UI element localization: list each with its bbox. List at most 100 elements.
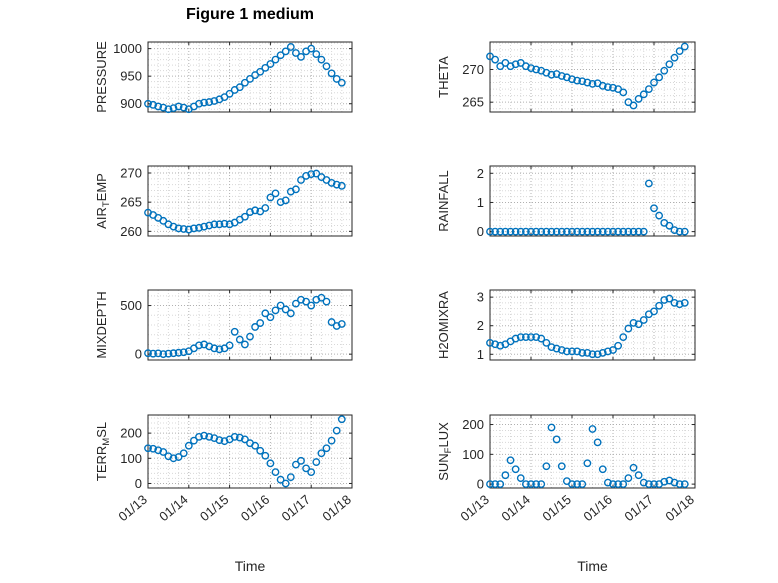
- data-point: [527, 227, 535, 236]
- data-point: [619, 227, 628, 236]
- subplot-pressure: 900 950 1000 PRESSURE: [94, 41, 353, 114]
- svg-text:270: 270: [120, 166, 142, 181]
- data-point: [486, 338, 494, 347]
- data-point: [291, 299, 300, 308]
- data-point: [527, 64, 535, 73]
- data-point: [639, 90, 648, 99]
- data-point: [251, 441, 260, 450]
- data-point: [200, 222, 209, 231]
- data-point: [337, 320, 346, 328]
- data-point: [624, 474, 633, 483]
- data-point: [603, 347, 612, 356]
- data-point: [179, 348, 188, 357]
- data-point: [200, 431, 209, 440]
- data-point: [588, 350, 597, 359]
- x-axis-label: Time: [577, 558, 608, 574]
- y-tick-labels: 260 265 270: [120, 166, 142, 239]
- y-tick-labels: 1 2 3: [477, 290, 484, 362]
- data-point: [655, 301, 664, 310]
- data-point: [593, 227, 602, 236]
- data-point: [225, 341, 234, 350]
- data-point: [680, 227, 689, 236]
- data-point: [619, 480, 628, 489]
- data-point: [609, 83, 617, 92]
- data-point: [557, 72, 566, 80]
- y-axis-label: TERRMSL: [94, 422, 112, 481]
- data-point: [670, 226, 679, 235]
- data-point: [240, 340, 249, 349]
- data-point: [246, 208, 254, 216]
- svg-text:1: 1: [477, 195, 484, 210]
- data-point: [195, 341, 203, 350]
- data-point: [240, 435, 249, 444]
- data-point: [215, 345, 224, 354]
- data-point: [634, 471, 643, 480]
- data-point: [573, 480, 582, 489]
- subplot-mixdepth: 0 500 MIXDEPTH: [94, 289, 353, 362]
- subplot-air-temp: 260 265 270 AIRTEMP: [94, 165, 353, 239]
- svg-text:900: 900: [120, 96, 142, 111]
- data-point: [511, 465, 520, 474]
- minor-grid: [490, 290, 695, 361]
- data-point: [562, 227, 571, 236]
- y-axis-label: RAINFALL: [436, 170, 451, 231]
- tick-marks: [147, 166, 353, 236]
- major-grid: [147, 42, 353, 112]
- data-point: [578, 227, 587, 236]
- data-point: [542, 462, 551, 471]
- svg-text:950: 950: [120, 69, 142, 84]
- minor-grid: [148, 290, 352, 360]
- data-point: [271, 468, 280, 477]
- subplot-sun-flux: 0 100 200 01/13 01/14 01/15 01/16 01/17 01/18 Tim…: [436, 414, 697, 574]
- svg-text:2: 2: [477, 166, 484, 181]
- data-point: [220, 219, 229, 228]
- data-point: [189, 224, 198, 233]
- data-point: [521, 227, 530, 236]
- data-point: [573, 347, 582, 356]
- data-point: [593, 350, 602, 359]
- data-point: [491, 340, 500, 349]
- data-point: [532, 333, 541, 342]
- data-point: [312, 458, 321, 466]
- data-point: [195, 433, 203, 441]
- data-point: [281, 479, 290, 488]
- data-point: [562, 347, 571, 356]
- data-point: [486, 480, 494, 489]
- data-point: [568, 347, 576, 356]
- data-point: [144, 349, 152, 358]
- svg-text:0: 0: [477, 477, 484, 492]
- data-point: [312, 169, 321, 178]
- data-point: [297, 456, 305, 465]
- data-point: [614, 341, 623, 350]
- data-series: [486, 294, 689, 359]
- data-point: [312, 50, 321, 59]
- data-point: [578, 480, 587, 489]
- svg-text:0: 0: [477, 224, 484, 239]
- data-point: [516, 474, 525, 483]
- data-series: [144, 169, 346, 234]
- minor-grid: [490, 415, 695, 488]
- data-point: [271, 306, 280, 315]
- svg-text:265: 265: [462, 95, 484, 110]
- svg-text:2: 2: [477, 318, 484, 333]
- data-point: [266, 313, 275, 322]
- data-point: [680, 480, 689, 489]
- data-point: [532, 480, 541, 489]
- data-point: [655, 73, 664, 82]
- data-point: [609, 346, 617, 354]
- data-point: [327, 318, 336, 326]
- data-point: [159, 448, 168, 456]
- data-point: [506, 456, 515, 465]
- data-point: [665, 221, 674, 230]
- data-point: [511, 227, 520, 236]
- major-grid: [489, 166, 696, 236]
- y-axis-label: AIRTEMP: [94, 173, 112, 229]
- data-point: [240, 78, 249, 87]
- data-point: [557, 462, 566, 471]
- data-point: [665, 60, 674, 69]
- data-point: [603, 478, 612, 487]
- data-point: [159, 350, 168, 359]
- data-point: [266, 459, 275, 468]
- data-point: [230, 433, 239, 441]
- axes-box: [147, 289, 353, 361]
